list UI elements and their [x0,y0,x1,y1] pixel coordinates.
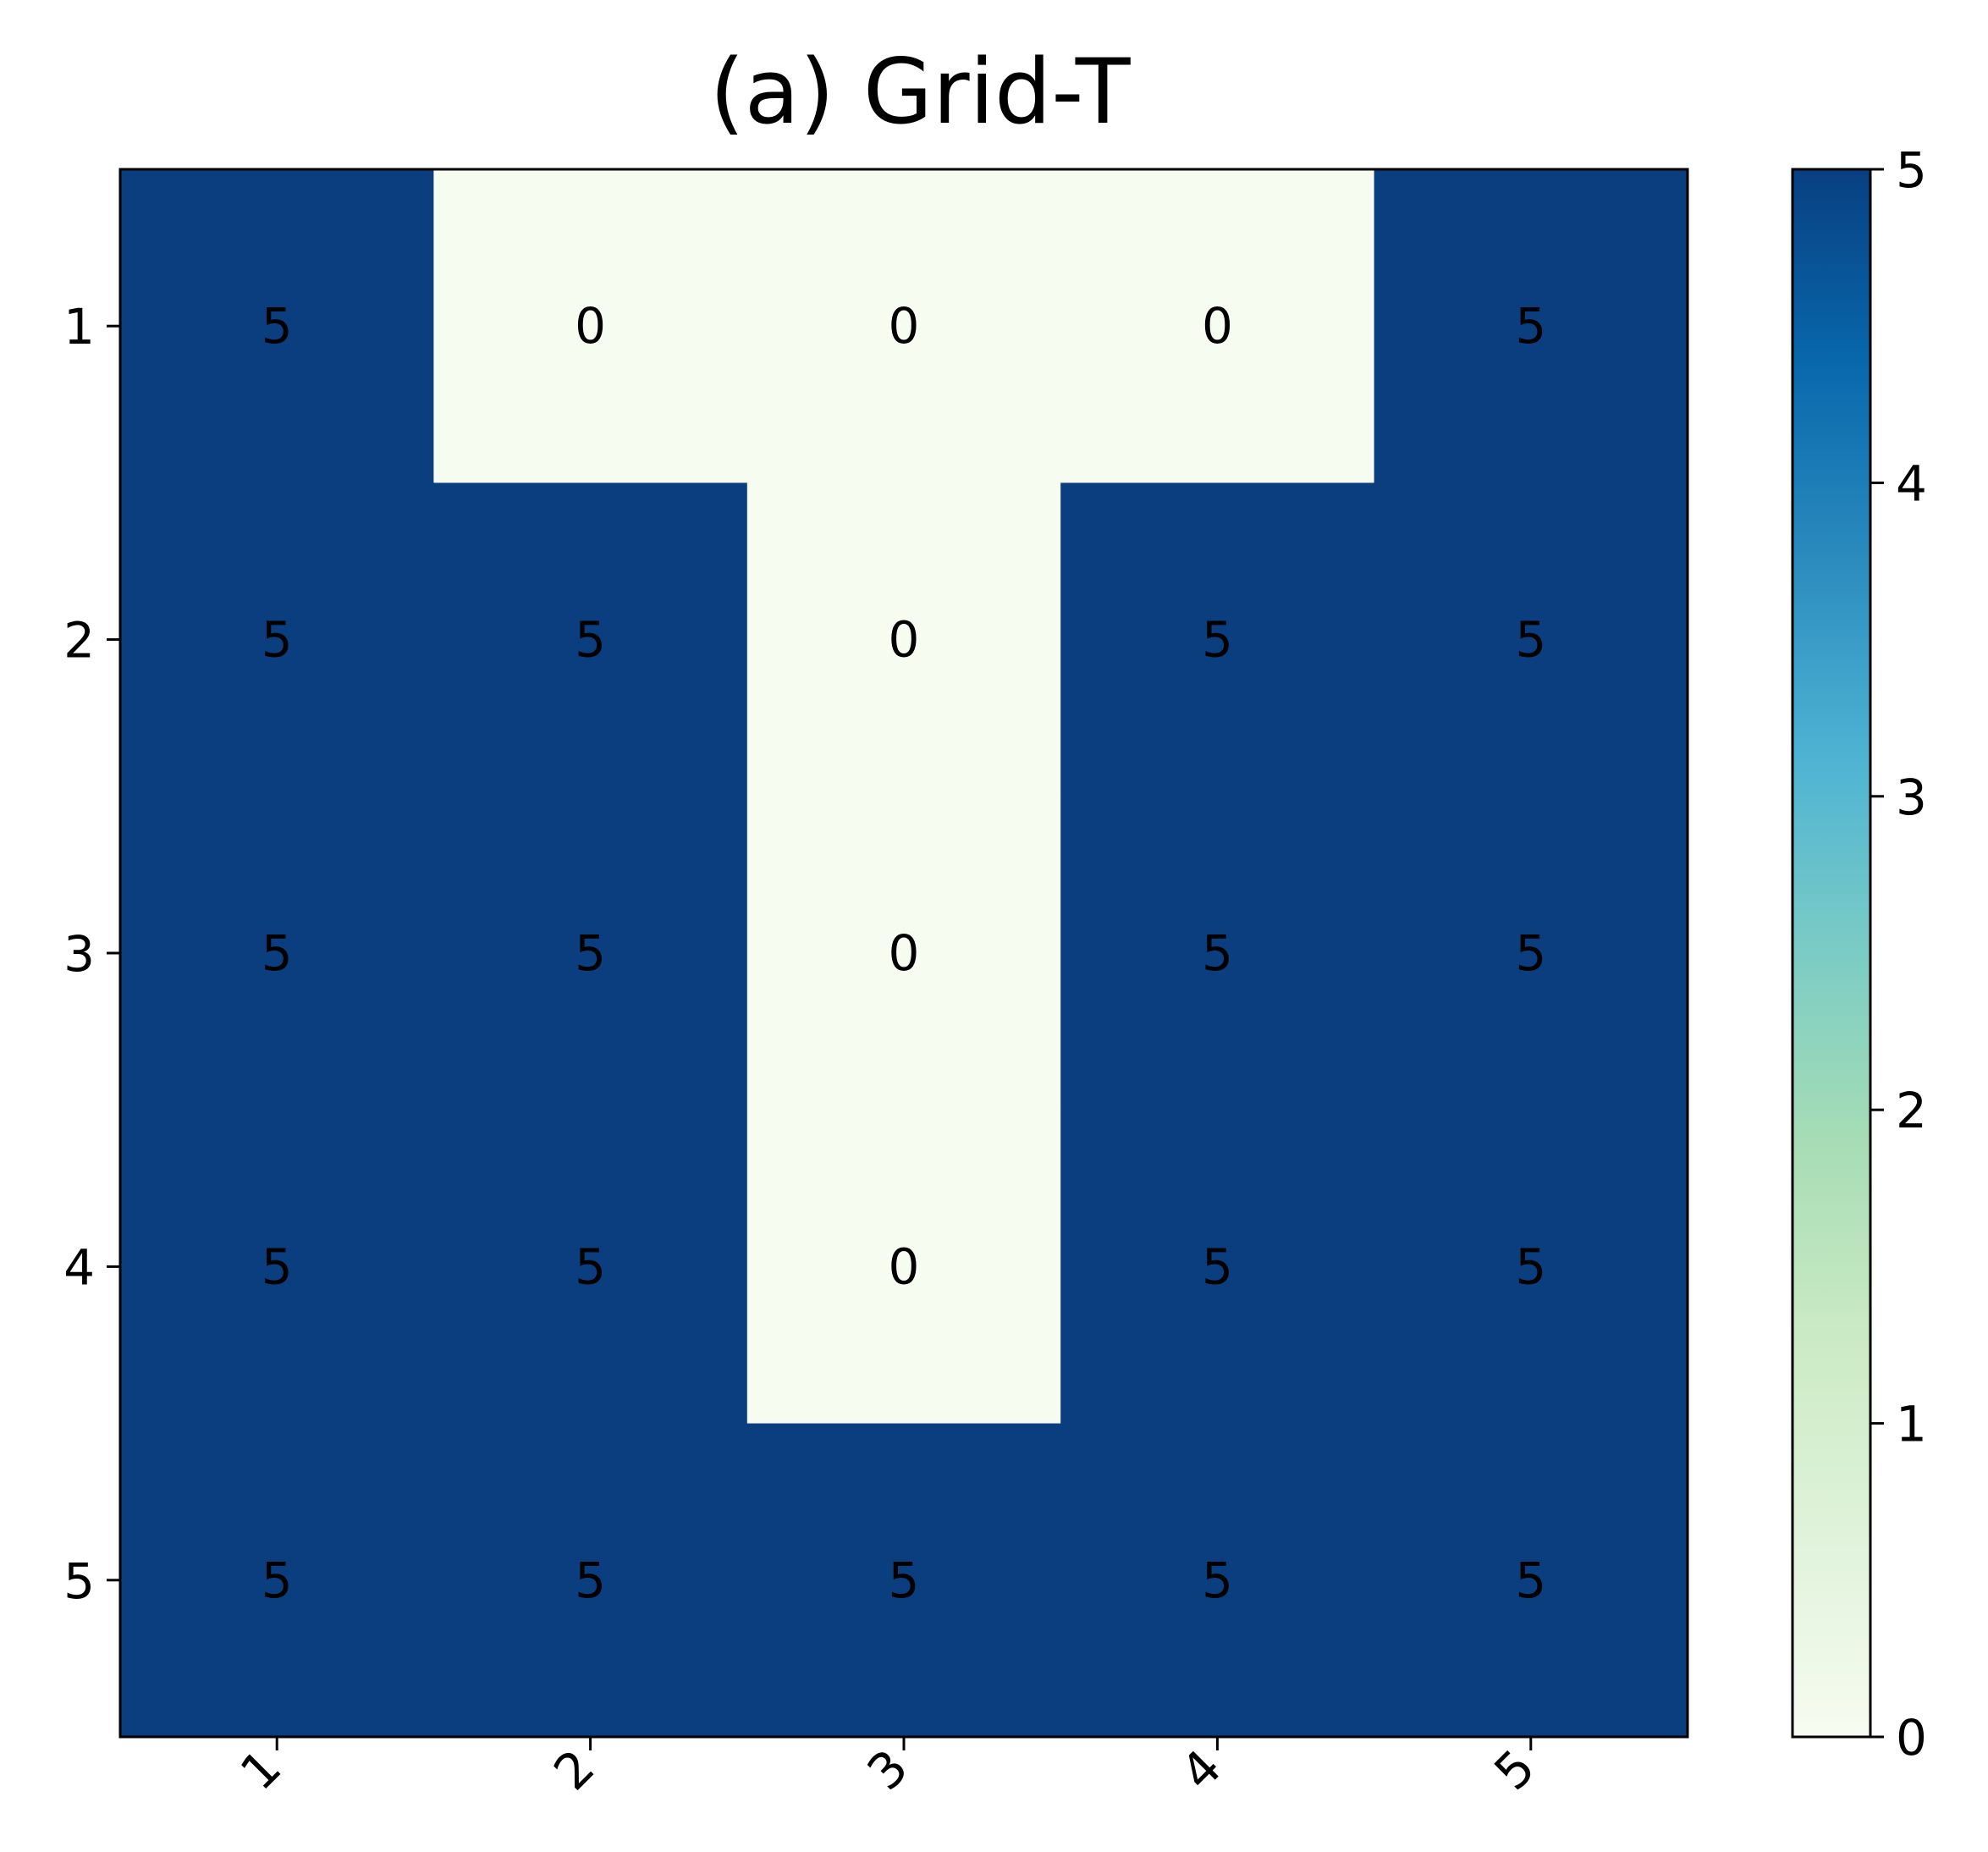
y-axis: 1 2 3 4 5 [63,298,120,1610]
heatmap-cell [1060,169,1375,483]
cell-value-label: 5 [1515,1237,1546,1295]
heatmap-cell [433,1110,748,1425]
x-tick-label: 3 [856,1739,919,1801]
cell-value-label: 5 [262,297,293,355]
colorbar-tick-label: 3 [1896,769,1927,826]
heatmap-cell [433,482,748,797]
heatmap-cell [746,1110,1061,1425]
cell-value-label: 5 [575,1237,606,1295]
colorbar-tick-label: 2 [1896,1082,1927,1139]
heatmap-cell [120,1110,434,1425]
heatmap-cell [1374,482,1688,797]
x-tick-label: 2 [542,1739,605,1801]
heatmap-cell [746,1423,1061,1738]
heatmap-cell [120,169,434,483]
heatmap-cell-labels: 5 0 0 0 5 5 5 0 5 5 5 5 0 5 5 5 5 0 5 5 5 5 5 5 5 [262,297,1547,1609]
cell-value-label: 5 [575,924,606,982]
heatmap-cell [1060,482,1375,797]
cell-value-label: 5 [1515,611,1546,669]
cell-value-label: 0 [889,1237,920,1295]
colorbar-tick-label: 4 [1896,455,1927,512]
y-tick-label: 5 [63,1552,95,1610]
cell-value-label: 5 [1202,1237,1233,1295]
cell-value-label: 5 [262,611,293,669]
cell-value-label: 5 [1202,611,1233,669]
cell-value-label: 5 [575,1552,606,1609]
cell-value-label: 0 [1202,297,1233,355]
x-tick-label: 4 [1170,1739,1232,1801]
heatmap-cell [746,482,1061,797]
colorbar [1791,168,1872,1739]
y-tick-label: 4 [63,1238,95,1296]
y-tick-label: 3 [63,925,95,983]
heatmap-cell [746,796,1061,1111]
cell-value-label: 5 [889,1552,920,1609]
x-tick-label: 5 [1484,1739,1546,1801]
cell-value-label: 5 [1515,297,1546,355]
heatmap-cell [1060,1110,1375,1425]
heatmap-cell [433,1423,748,1738]
cell-value-label: 5 [1202,924,1233,982]
heatmap-cell [1374,1423,1688,1738]
colorbar-ticks: 0 1 2 3 4 5 [1870,141,1927,1767]
x-tick-label: 1 [229,1739,292,1801]
cell-value-label: 5 [1515,924,1546,982]
colorbar-tick-label: 1 [1896,1396,1927,1453]
heatmap-cell [746,169,1061,483]
colorbar-tick-label: 5 [1896,141,1927,199]
heatmap-cell [120,796,434,1111]
cell-value-label: 0 [889,611,920,669]
cell-value-label: 5 [262,1237,293,1295]
heatmap-cells [120,169,1688,1738]
cell-value-label: 5 [575,611,606,669]
heatmap-cell [120,1423,434,1738]
cell-value-label: 0 [889,297,920,355]
cell-value-label: 0 [575,297,606,355]
heatmap-cell [1374,796,1688,1111]
heatmap-cell [433,169,748,483]
colorbar-tick-label: 0 [1896,1709,1927,1767]
x-axis: 1 2 3 4 5 [229,1737,1546,1801]
chart-title: (a) Grid-T [709,40,1131,144]
heatmap-cell [1374,169,1688,483]
y-tick-label: 2 [63,612,95,670]
heatmap-cell [1060,1423,1375,1738]
cell-value-label: 5 [1515,1552,1546,1609]
heatmap-cell [120,482,434,797]
cell-value-label: 5 [262,1552,293,1609]
cell-value-label: 5 [262,924,293,982]
cell-value-label: 0 [889,924,920,982]
heatmap-cell [1060,796,1375,1111]
y-tick-label: 1 [63,298,95,356]
cell-value-label: 5 [1202,1552,1233,1609]
heatmap-cell [433,796,748,1111]
heatmap-cell [1374,1110,1688,1425]
